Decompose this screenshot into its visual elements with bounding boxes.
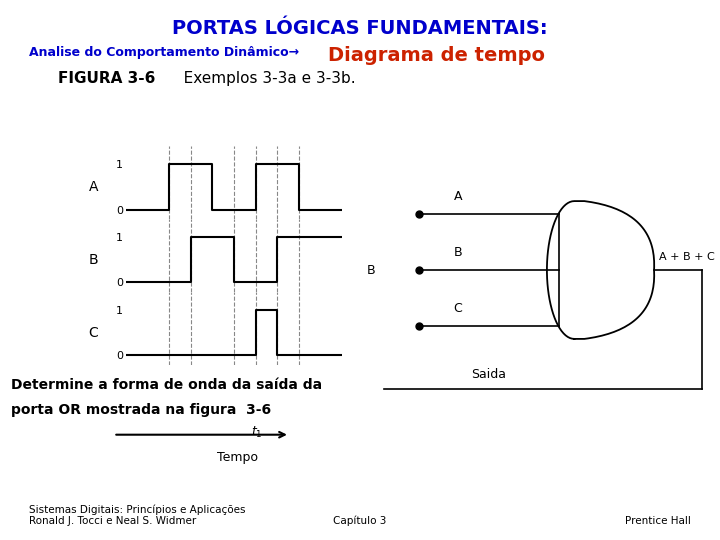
Text: PORTAS LÓGICAS FUNDAMENTAIS:: PORTAS LÓGICAS FUNDAMENTAIS: bbox=[172, 19, 548, 38]
Text: $t_1$: $t_1$ bbox=[251, 425, 263, 440]
Text: A: A bbox=[89, 180, 99, 194]
Text: Diagrama de tempo: Diagrama de tempo bbox=[328, 46, 544, 65]
Text: porta OR mostrada na figura  3-6: porta OR mostrada na figura 3-6 bbox=[11, 403, 271, 417]
Text: Exemplos 3-3a e 3-3b.: Exemplos 3-3a e 3-3b. bbox=[169, 71, 356, 86]
Text: C: C bbox=[454, 302, 462, 315]
Text: Prentice Hall: Prentice Hall bbox=[626, 516, 691, 526]
Text: B: B bbox=[454, 246, 462, 259]
Text: B: B bbox=[89, 253, 99, 267]
Text: A + B + C: A + B + C bbox=[660, 252, 715, 262]
Text: Sistemas Digitais: Princípios e Aplicações
Ronald J. Tocci e Neal S. Widmer: Sistemas Digitais: Princípios e Aplicaçõ… bbox=[29, 504, 246, 526]
Text: Capítulo 3: Capítulo 3 bbox=[333, 516, 387, 526]
Text: C: C bbox=[89, 326, 99, 340]
Text: Tempo: Tempo bbox=[217, 451, 258, 464]
Text: Saida: Saida bbox=[471, 368, 506, 381]
Text: Determine a forma de onda da saída da: Determine a forma de onda da saída da bbox=[11, 379, 323, 393]
Text: Analise do Comportamento Dinâmico→: Analise do Comportamento Dinâmico→ bbox=[29, 46, 299, 59]
Text: B: B bbox=[367, 264, 376, 276]
Text: FIGURA 3-6: FIGURA 3-6 bbox=[58, 71, 155, 86]
Text: A: A bbox=[454, 190, 462, 202]
